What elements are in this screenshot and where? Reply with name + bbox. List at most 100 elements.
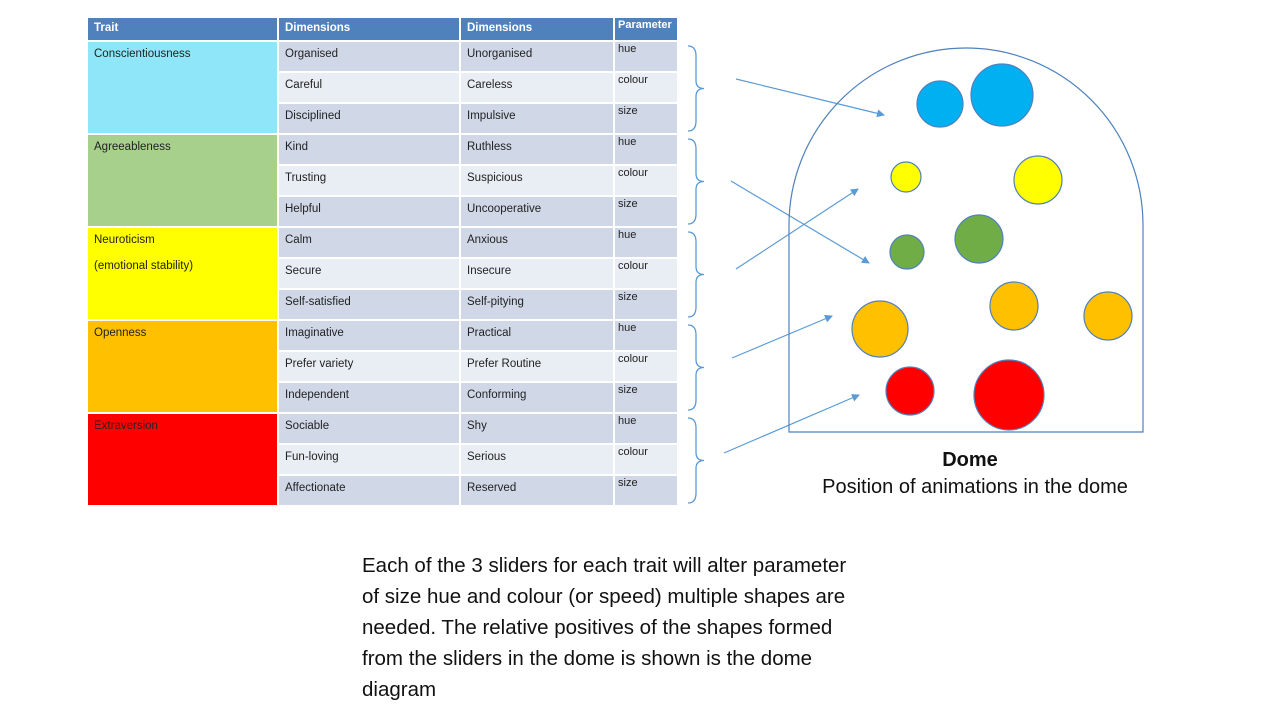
dimension-negative-cell: Insecure [459, 257, 615, 290]
row-group-braces [687, 45, 705, 504]
table-row: Self-satisfied Self-pitying size [87, 288, 679, 321]
yellow-circle [890, 161, 922, 193]
parameter-cell: size [613, 474, 679, 507]
parameter-cell: colour [613, 350, 679, 383]
dimension-positive-cell: Trusting [277, 164, 461, 197]
header-trait: Trait [86, 16, 279, 42]
dimension-positive-cell: Careful [277, 71, 461, 104]
trait-cell: Extraversion [86, 412, 279, 507]
table-row: Extraversion Sociable Shy hue [86, 412, 679, 507]
dimension-positive-cell: Helpful [277, 195, 461, 228]
dimension-negative-cell: Serious [459, 443, 615, 476]
table-row: Affectionate Reserved size [87, 474, 679, 507]
table-row: Secure Insecure colour [87, 257, 679, 290]
red-circle [885, 366, 935, 416]
trait-name: Agreeableness [94, 141, 171, 153]
parameter-cell: colour [613, 443, 679, 476]
dimension-positive-cell: Disciplined [277, 102, 461, 135]
table-row: Careful Careless colour [87, 71, 679, 104]
brace-openness [687, 324, 705, 411]
brace-extraversion [687, 417, 705, 504]
trait-name: Extraversion [94, 420, 158, 432]
trait-cell: Neuroticism (emotional stability) [86, 226, 279, 321]
parameter-cell: hue [613, 226, 679, 259]
table-row: Helpful Uncooperative size [87, 195, 679, 228]
trait-subtitle: (emotional stability) [94, 259, 194, 272]
table-row: Agreeableness Kind Ruthless hue [86, 133, 679, 228]
green-circle [889, 234, 925, 270]
dimension-negative-cell: Suspicious [459, 164, 615, 197]
table-row: Independent Conforming size [87, 381, 679, 414]
table-row: Prefer variety Prefer Routine colour [87, 350, 679, 383]
table-row: Fun-loving Serious colour [87, 443, 679, 476]
parameter-cell: colour [613, 164, 679, 197]
arrow-4 [731, 315, 833, 359]
trait-name: Openness [94, 327, 147, 339]
dome-outline [788, 47, 1144, 433]
brace-conscientiousness [687, 45, 705, 132]
dimension-negative-cell: Reserved [459, 474, 615, 507]
arrow-5 [723, 394, 860, 454]
dimension-positive-cell: Kind [277, 133, 461, 166]
dimension-negative-cell: Anxious [459, 226, 615, 259]
dimension-negative-cell: Shy [459, 412, 615, 445]
parameter-cell: size [613, 195, 679, 228]
dimension-positive-cell: Imaginative [277, 319, 461, 352]
dome-caption: Position of animations in the dome [822, 476, 1128, 498]
header-dimensions-positive: Dimensions [277, 16, 461, 42]
dome-title: Dome [942, 449, 998, 471]
dimension-negative-cell: Self-pitying [459, 288, 615, 321]
dimension-negative-cell: Uncooperative [459, 195, 615, 228]
table-row: Conscientiousness Organised Unorganised hue [86, 40, 679, 135]
dimension-positive-cell: Calm [277, 226, 461, 259]
parameter-cell: hue [613, 319, 679, 352]
dimension-positive-cell: Independent [277, 381, 461, 414]
parameter-cell: hue [613, 133, 679, 166]
red-circle [973, 359, 1045, 431]
dimension-positive-cell: Fun-loving [277, 443, 461, 476]
dimension-negative-cell: Ruthless [459, 133, 615, 166]
arrow-3 [735, 188, 859, 270]
dimension-negative-cell: Careless [459, 71, 615, 104]
green-circle [954, 214, 1004, 264]
dimension-positive-cell: Sociable [277, 412, 461, 445]
dimension-negative-cell: Prefer Routine [459, 350, 615, 383]
arrow-2 [730, 180, 870, 264]
blue-circle [970, 63, 1034, 127]
parameter-cell: size [613, 288, 679, 321]
trait-cell: Openness [86, 319, 279, 414]
parameter-cell: size [613, 102, 679, 135]
parameter-cell: size [613, 381, 679, 414]
header-dimensions-negative: Dimensions [459, 16, 615, 42]
orange-circle [989, 281, 1039, 331]
dimension-positive-cell: Self-satisfied [277, 288, 461, 321]
brace-agreeableness [687, 138, 705, 225]
traits-table: Trait Dimensions Dimensions Parameter Co… [86, 16, 679, 507]
table-header-row: Trait Dimensions Dimensions Parameter [86, 16, 679, 42]
blue-circle [916, 80, 964, 128]
dimension-positive-cell: Prefer variety [277, 350, 461, 383]
dimension-positive-cell: Organised [277, 40, 461, 73]
parameter-cell: hue [613, 412, 679, 445]
parameter-cell: colour [613, 71, 679, 104]
parameter-cell: colour [613, 257, 679, 290]
table-row: Neuroticism (emotional stability) Calm Anxi… [86, 226, 679, 321]
trait-cell: Conscientiousness [86, 40, 279, 135]
brace-neuroticism [687, 231, 705, 318]
parameter-cell: hue [613, 40, 679, 73]
trait-cell: Agreeableness [86, 133, 279, 228]
dimension-negative-cell: Impulsive [459, 102, 615, 135]
trait-arrows [723, 78, 885, 454]
traits-table-body: Conscientiousness Organised Unorganised hue… [86, 40, 679, 507]
dome-shapes [851, 63, 1133, 431]
yellow-circle [1013, 155, 1063, 205]
orange-circle [1083, 291, 1133, 341]
trait-name: Neuroticism [94, 234, 155, 246]
dimension-negative-cell: Conforming [459, 381, 615, 414]
table-row: Trusting Suspicious colour [87, 164, 679, 197]
dimension-negative-cell: Practical [459, 319, 615, 352]
dimension-positive-cell: Affectionate [277, 474, 461, 507]
orange-circle [851, 300, 909, 358]
trait-name: Conscientiousness [94, 48, 191, 60]
